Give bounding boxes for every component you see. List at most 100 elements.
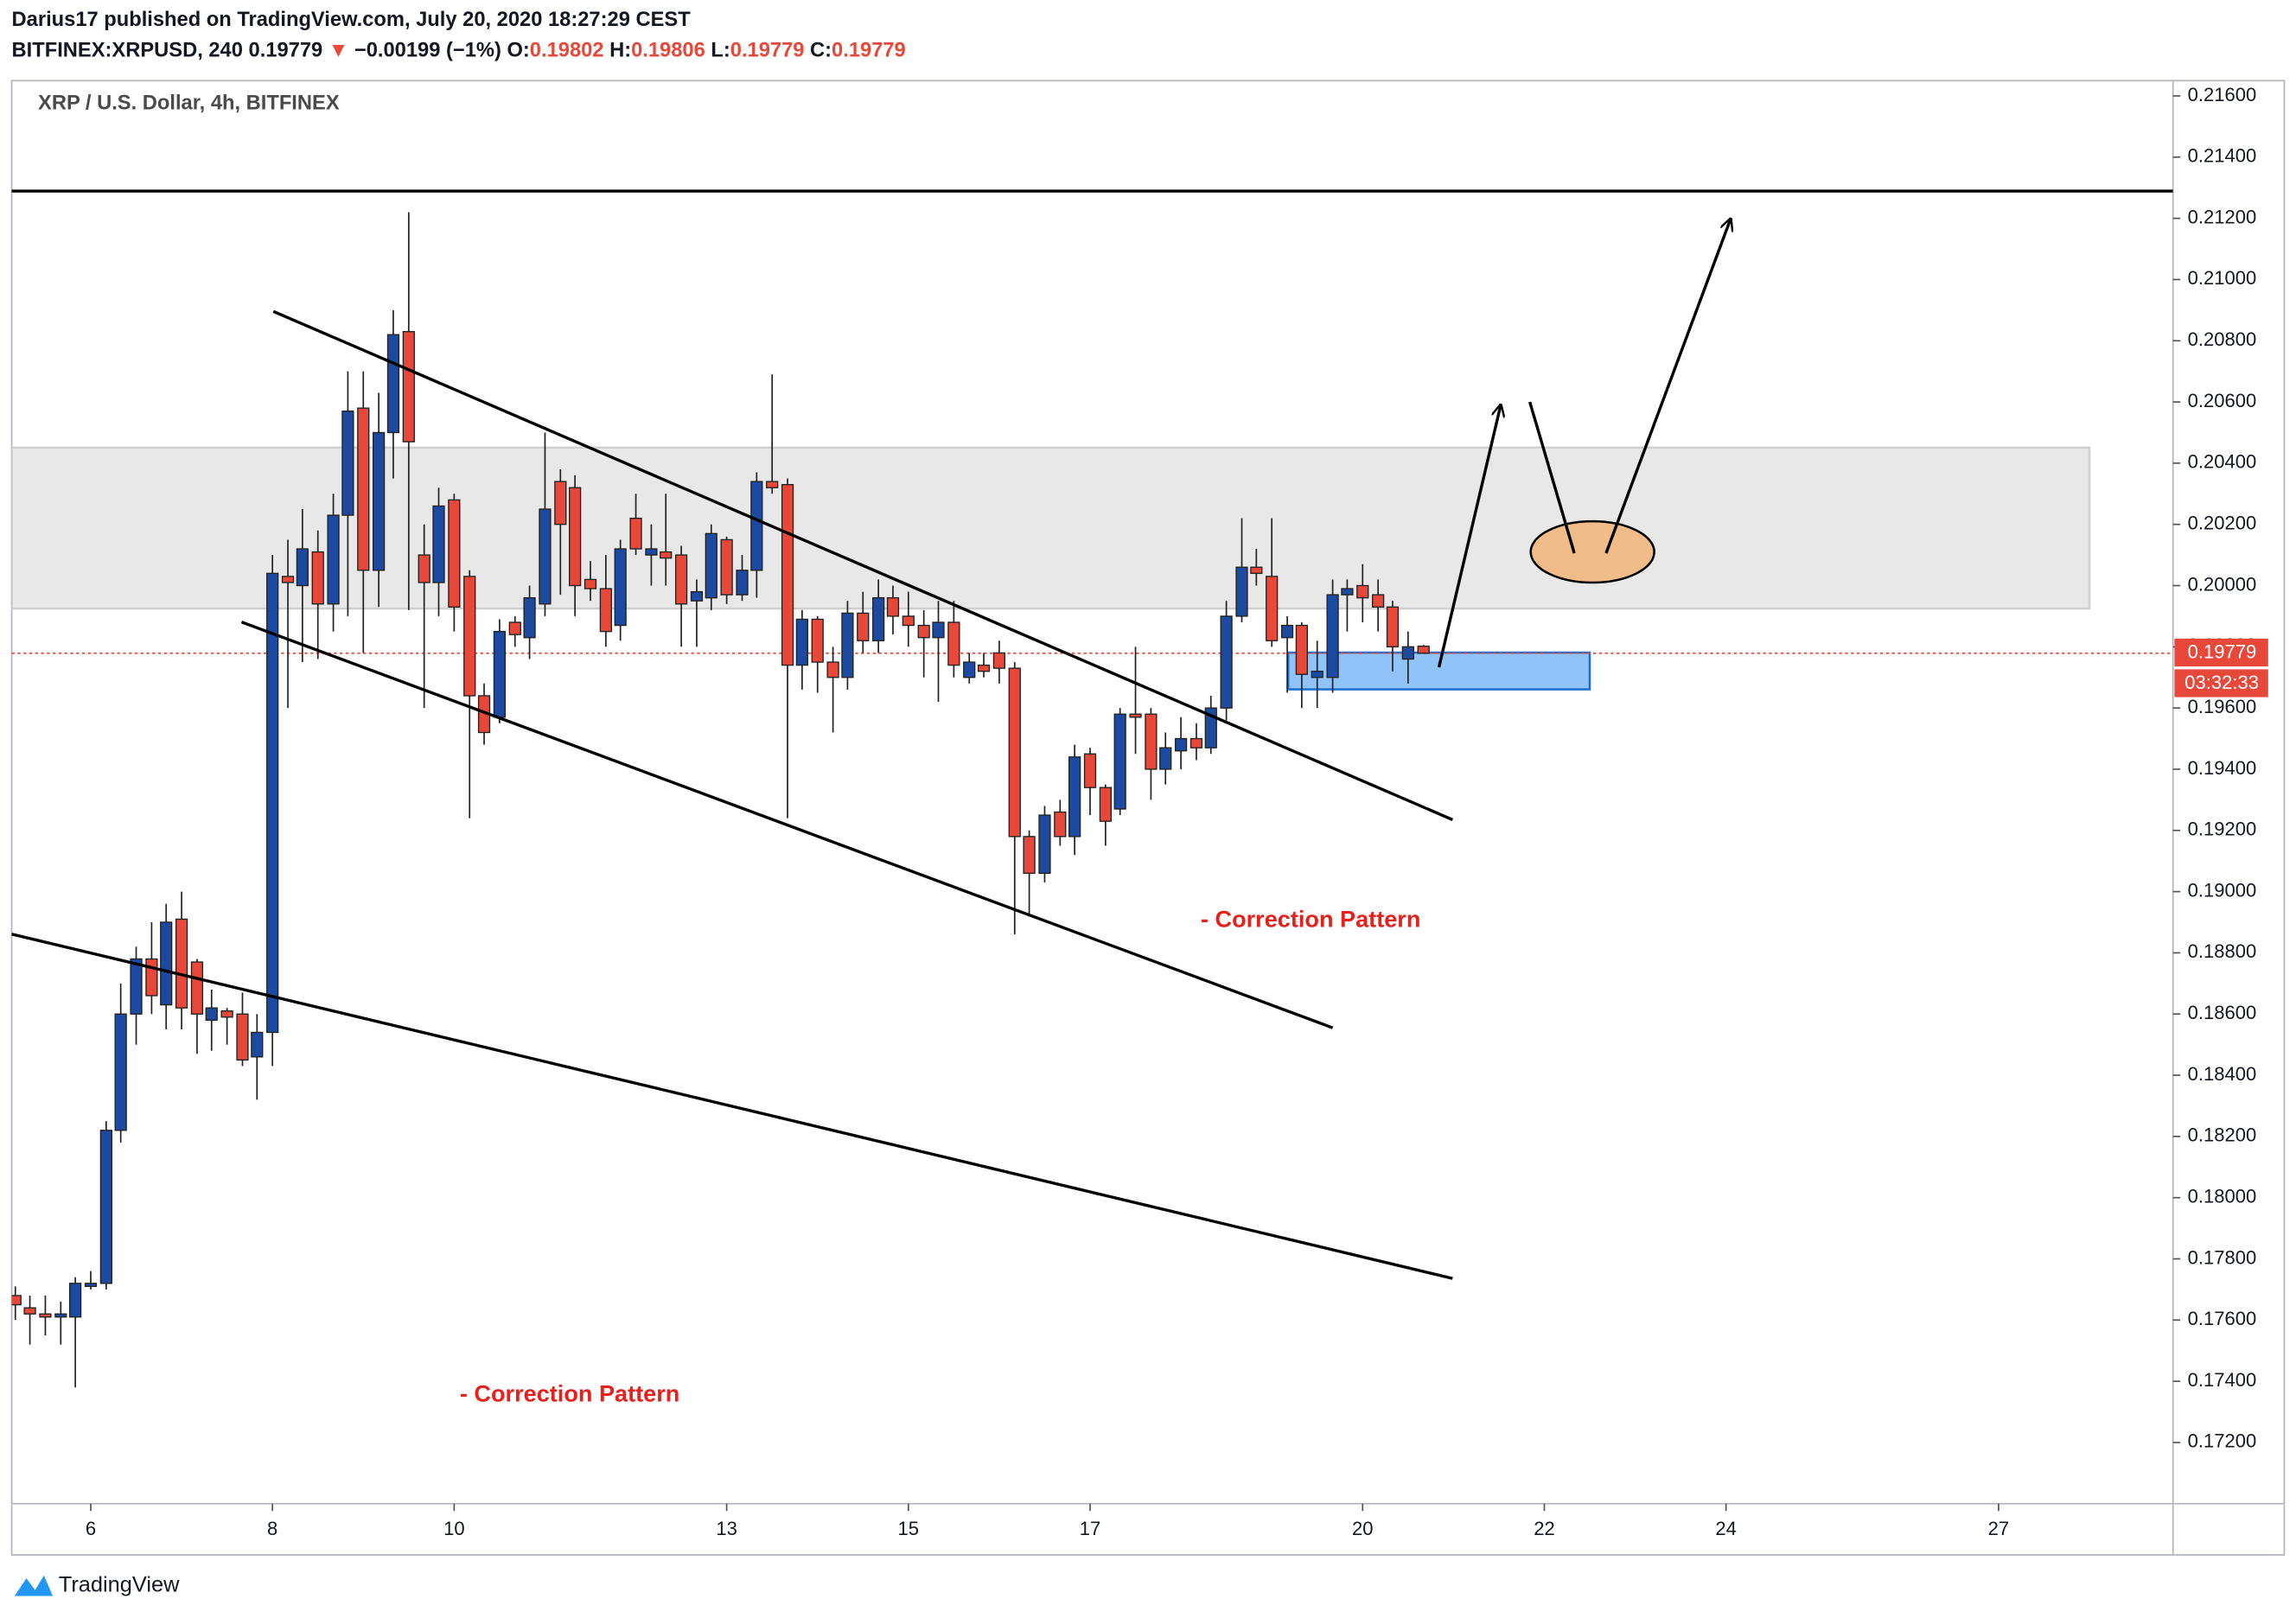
- candle-body: [130, 958, 143, 1015]
- candle-body: [1145, 713, 1158, 770]
- countdown-tag: [2174, 669, 2268, 698]
- candle-body: [1311, 670, 1323, 678]
- y-tick-label: 0.21200: [2188, 206, 2257, 227]
- candle-body: [327, 514, 340, 605]
- candle-body: [1023, 836, 1036, 875]
- price-tag: [2174, 638, 2268, 667]
- candle-body: [1008, 667, 1021, 838]
- candle-body: [1295, 624, 1308, 675]
- candle-body: [674, 554, 688, 605]
- trend-line: [272, 309, 1453, 821]
- candle-body: [402, 330, 415, 443]
- candle-body: [1235, 566, 1248, 617]
- h: 0.19806: [631, 40, 705, 62]
- candle-body: [1113, 713, 1126, 810]
- y-tick-label: 0.18200: [2188, 1124, 2257, 1146]
- candle-body: [1417, 645, 1430, 654]
- candle-body: [1401, 646, 1414, 660]
- candle-body: [54, 1313, 67, 1318]
- candle-body: [99, 1130, 112, 1284]
- x-tick-label: 17: [1080, 1518, 1101, 1539]
- trend-line: [240, 621, 1334, 1029]
- arrow: [1437, 405, 1501, 668]
- l: 0.19779: [730, 40, 805, 62]
- candle-body: [811, 618, 824, 663]
- candle-body: [357, 407, 370, 571]
- annotation: - Correction Pattern: [460, 1380, 679, 1407]
- annotation: - Correction Pattern: [1201, 906, 1420, 933]
- candle-body: [508, 621, 521, 635]
- candle-body: [932, 621, 945, 639]
- candle-body: [39, 1313, 52, 1318]
- chart-title: XRP / U.S. Dollar, 4h, BITFINEX: [38, 92, 340, 115]
- y-tick-label: 0.20600: [2188, 390, 2257, 411]
- candle-body: [1099, 787, 1112, 822]
- candle-body: [205, 1007, 218, 1021]
- candle-body: [947, 621, 960, 666]
- y-tick-label: 0.19000: [2188, 879, 2257, 901]
- y-tick-label: 0.18800: [2188, 940, 2257, 962]
- candle-body: [569, 487, 582, 587]
- candle-body: [84, 1283, 98, 1288]
- candle-body: [781, 483, 794, 666]
- y-tick-label: 0.21400: [2188, 145, 2257, 167]
- symbol-line: BITFINEX:XRPUSD, 240 0.19779 ▼ −0.00199 …: [12, 40, 906, 62]
- brand: TradingView: [59, 1572, 180, 1596]
- y-tick-label: 0.17600: [2188, 1308, 2257, 1329]
- candle-body: [1083, 753, 1097, 788]
- candle-body: [1189, 737, 1203, 748]
- candle-body: [1341, 588, 1354, 596]
- candle-body: [1129, 713, 1142, 718]
- l-label: L:: [711, 40, 730, 62]
- plot: - Correction Pattern - Correction Pattern: [11, 189, 2173, 1407]
- arrow: ▼: [328, 40, 348, 62]
- candle-body: [766, 481, 779, 488]
- y-tick-label: 0.20400: [2188, 451, 2257, 473]
- change: −0.00199 (−1%): [354, 40, 501, 62]
- target-ellipse: [1529, 519, 1655, 584]
- candle-body: [1220, 615, 1233, 709]
- y-tick-label: 0.18000: [2188, 1185, 2257, 1207]
- candle-body: [1386, 606, 1400, 648]
- y-tick-label: 0.21600: [2188, 84, 2257, 105]
- candle-body: [296, 548, 309, 587]
- y-tick-label: 0.19600: [2188, 696, 2257, 717]
- y-tick-label: 0.19200: [2188, 819, 2257, 840]
- candle-body: [992, 652, 1006, 669]
- candle-body: [554, 481, 567, 526]
- candle-body: [886, 597, 900, 617]
- y-tick-label: 0.19400: [2188, 757, 2257, 779]
- candle-body: [660, 551, 673, 559]
- candle-body: [448, 499, 461, 608]
- candle-body: [1356, 584, 1369, 599]
- x-tick-label: 6: [86, 1518, 96, 1539]
- candle-body: [1280, 624, 1294, 639]
- candle-body: [1038, 814, 1051, 875]
- candle-body: [114, 1013, 127, 1131]
- candle-body: [190, 961, 204, 1015]
- candle-body: [251, 1031, 264, 1058]
- last: 0.19779: [249, 40, 323, 62]
- x-tick-label: 20: [1352, 1518, 1374, 1539]
- y-tick-label: 0.17400: [2188, 1369, 2257, 1391]
- y-tick-label: 0.20800: [2188, 328, 2257, 350]
- y-tick-label: 0.17800: [2188, 1246, 2257, 1268]
- x-tick-label: 8: [267, 1518, 277, 1539]
- candle-body: [266, 572, 279, 1034]
- candle-body: [795, 618, 808, 666]
- candle-body: [311, 551, 324, 605]
- candle-body: [917, 624, 930, 639]
- candle-body: [736, 570, 749, 596]
- candle-body: [599, 588, 612, 633]
- candle-body: [614, 548, 627, 627]
- candle-body: [418, 554, 430, 583]
- candle-body: [69, 1283, 82, 1318]
- candle-body: [872, 597, 885, 641]
- x-tick-label: 10: [443, 1518, 465, 1539]
- candle-body: [690, 590, 704, 602]
- trend-line: [11, 933, 1453, 1280]
- arrow: [1528, 401, 1576, 554]
- candle-body: [1372, 594, 1385, 608]
- candle-body: [1068, 756, 1081, 838]
- candle-body: [629, 517, 642, 550]
